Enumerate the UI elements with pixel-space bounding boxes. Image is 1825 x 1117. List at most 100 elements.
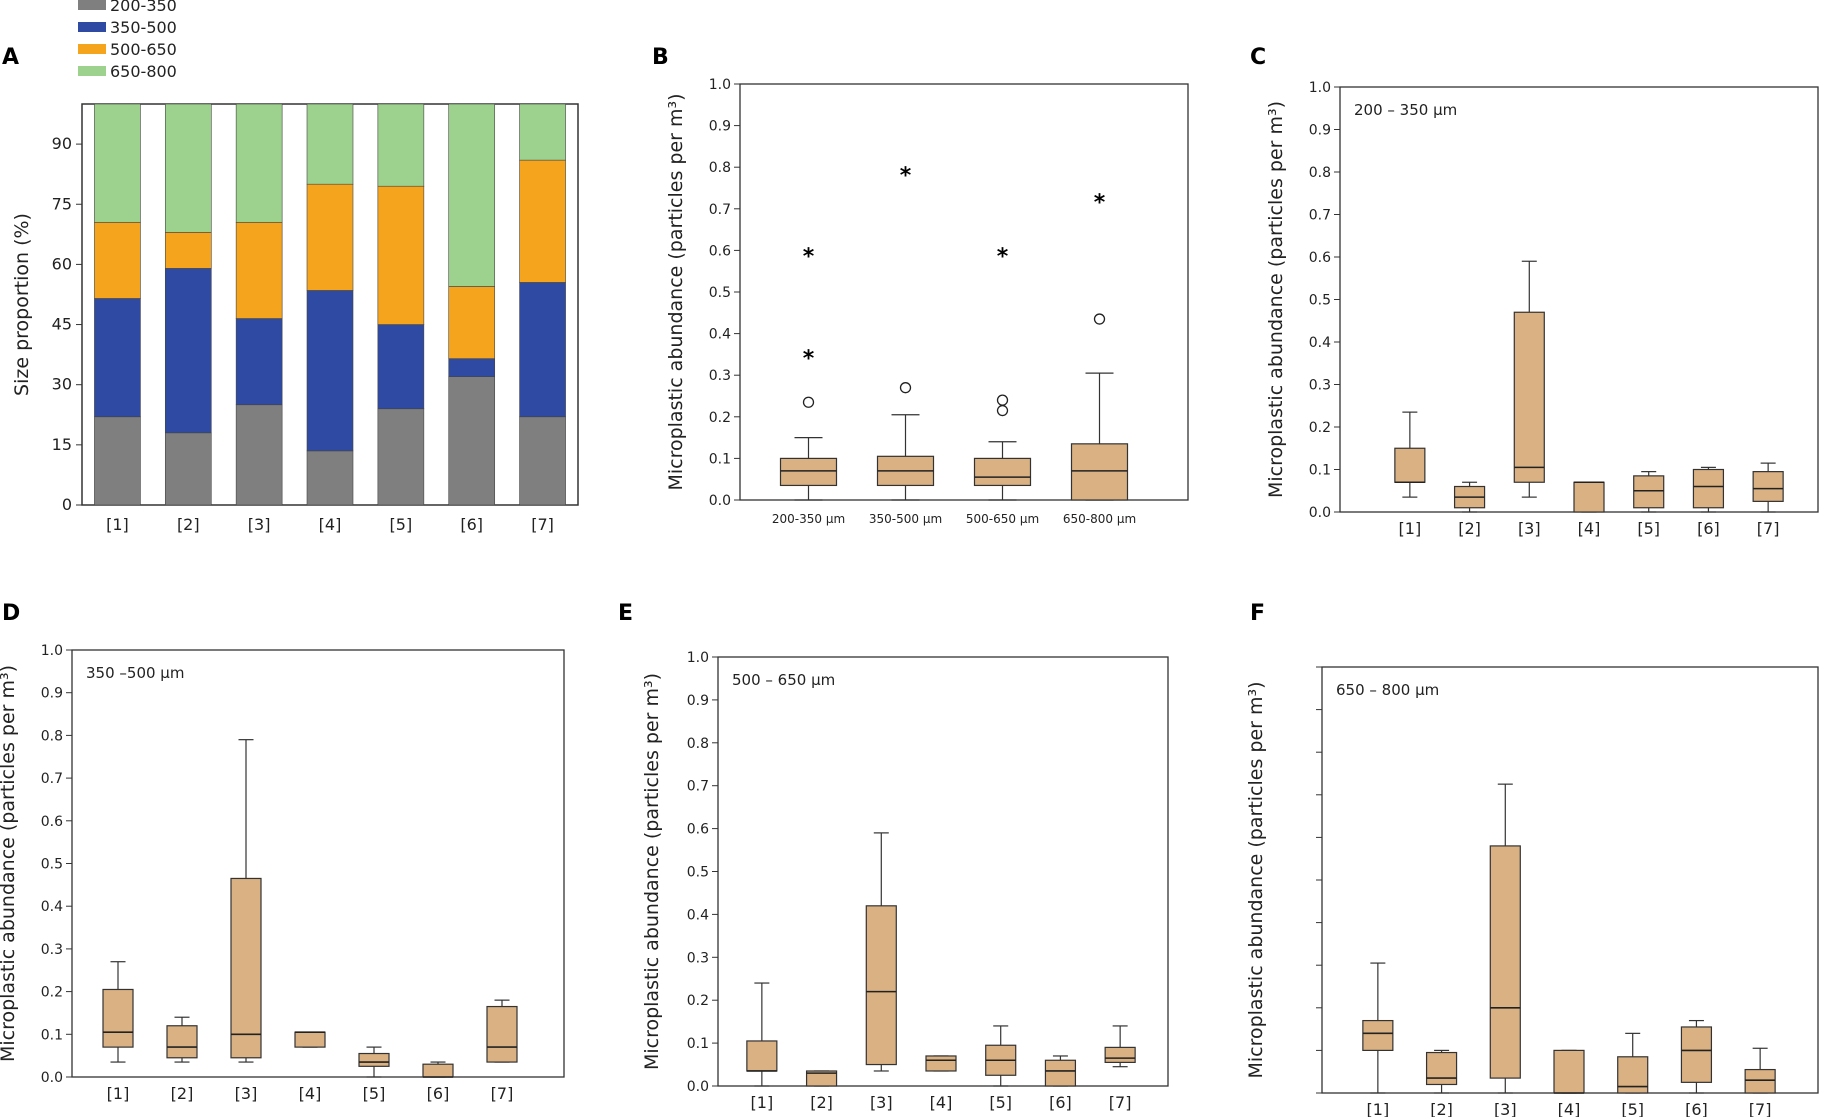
y-tick-label: 0.0 <box>1309 505 1331 521</box>
plot-frame <box>1339 86 1819 513</box>
iqr-box <box>294 1031 326 1048</box>
bar-segment <box>164 103 212 233</box>
x-tick-label: [1] <box>106 515 129 534</box>
x-tick-label: [6] <box>1697 519 1720 538</box>
bar-segment <box>235 318 283 406</box>
y-tick-label: 0.0 <box>709 493 731 509</box>
iqr-box <box>1489 845 1521 1079</box>
y-tick-label: 0.5 <box>709 285 731 301</box>
x-tick-label: [4] <box>1578 519 1601 538</box>
y-tick-label: 0.8 <box>1309 165 1331 181</box>
y-tick-label: 0.6 <box>709 243 731 259</box>
iqr-box <box>166 1025 198 1059</box>
iqr-box <box>1633 475 1665 509</box>
y-tick-label: 0.3 <box>1309 378 1331 394</box>
x-tick-label: [1] <box>1399 519 1422 538</box>
iqr-box <box>1573 481 1605 513</box>
plot-frame <box>71 649 565 1078</box>
y-tick-label: 45 <box>52 315 72 334</box>
y-axis-label: Microplastic abundance (particles per m³… <box>665 93 687 490</box>
x-tick-label: [3] <box>1518 519 1541 538</box>
y-tick-label: 0.9 <box>687 693 709 709</box>
y-tick-label: 0.2 <box>41 985 63 1001</box>
y-tick-label: 0.8 <box>687 736 709 752</box>
x-tick-label: [5] <box>363 1084 386 1103</box>
x-tick-label: [4] <box>1558 1100 1581 1117</box>
bar-segment <box>448 358 496 377</box>
x-tick-label: [3] <box>235 1084 258 1103</box>
extreme-marker: * <box>997 245 1009 270</box>
bar-segment <box>306 183 354 291</box>
x-tick-label: [6] <box>427 1084 450 1103</box>
bar-segment <box>306 290 354 452</box>
x-tick-label: 650-800 µm <box>1063 512 1136 526</box>
bar-segment <box>164 268 212 434</box>
bar-segment <box>235 103 283 223</box>
outlier-marker <box>1093 313 1106 325</box>
y-tick-label: 0.5 <box>687 865 709 881</box>
bar-segment <box>164 232 212 269</box>
y-tick-label: 0.2 <box>1309 420 1331 436</box>
x-tick-label: [2] <box>171 1084 194 1103</box>
x-tick-label: [5] <box>1637 519 1660 538</box>
bar-segment <box>235 404 283 506</box>
outlier-marker <box>802 396 815 408</box>
x-tick-label: [7] <box>1109 1093 1132 1112</box>
y-tick-label: 30 <box>52 375 72 394</box>
x-tick-label: [2] <box>1430 1100 1453 1117</box>
y-tick-label: 0.1 <box>687 1036 709 1052</box>
iqr-box <box>1752 471 1784 502</box>
y-tick-label: 0.3 <box>41 942 63 958</box>
iqr-box <box>779 457 838 487</box>
iqr-box <box>1044 1059 1077 1087</box>
x-tick-label: [6] <box>1049 1093 1072 1112</box>
bar-segment <box>94 103 141 223</box>
bar-segment <box>94 221 141 299</box>
y-tick-label: 0.3 <box>687 950 709 966</box>
iqr-box <box>925 1055 957 1072</box>
x-tick-label: [4] <box>930 1093 953 1112</box>
bar-segment <box>519 103 566 161</box>
legend-label: 500-650 <box>110 40 177 59</box>
x-tick-label: [2] <box>177 515 200 534</box>
bar-segment <box>377 185 425 325</box>
y-tick-label: 0.2 <box>709 410 731 426</box>
y-tick-label: 0.0 <box>687 1079 709 1095</box>
y-tick-label: 1.0 <box>687 650 709 666</box>
iqr-box <box>805 1070 838 1087</box>
y-tick-label: 0.9 <box>1309 123 1331 139</box>
y-tick-label: 60 <box>52 254 72 273</box>
y-tick-label: 0 <box>62 495 72 514</box>
y-tick-label: 0.9 <box>709 119 731 135</box>
iqr-box <box>1692 468 1725 509</box>
boxplot-chart-f: Microplastic abundance (particles per m³… <box>1245 666 1819 1117</box>
y-axis-label: Microplastic abundance (particles per m³… <box>1265 101 1287 498</box>
y-tick-label: 0.4 <box>709 327 731 343</box>
plot-frame <box>717 656 1169 1087</box>
legend-swatch <box>78 22 106 32</box>
y-tick-label: 90 <box>52 134 72 153</box>
y-tick-label: 0.7 <box>1309 208 1331 224</box>
extreme-marker: * <box>900 163 912 188</box>
bar-segment <box>448 103 496 287</box>
y-tick-label: 0.5 <box>1309 293 1331 309</box>
outlier-marker <box>996 394 1009 406</box>
y-tick-label: 0.6 <box>687 822 709 838</box>
x-tick-label: [3] <box>1494 1100 1517 1117</box>
plot-frame <box>739 83 1189 501</box>
x-tick-label: [4] <box>299 1084 322 1103</box>
x-tick-label: [7] <box>1749 1100 1772 1117</box>
boxplot-chart-b: 0.0 0.1 0.2 0.3 0.4 0.5 0.6 0.7 0.8 0.9 1.0 Micropl… <box>665 77 1189 526</box>
size-range-label: 350 –500 µm <box>86 664 184 682</box>
extreme-marker: * <box>1094 190 1106 215</box>
y-tick-label: 0.6 <box>1309 250 1331 266</box>
x-tick-label: [1] <box>107 1084 130 1103</box>
x-tick-label: [5] <box>1621 1100 1644 1117</box>
x-tick-label: [7] <box>1757 519 1780 538</box>
y-tick-label: 0.0 <box>41 1070 63 1086</box>
panel-label-c: C <box>1250 45 1266 70</box>
size-range-label: 650 – 800 µm <box>1336 681 1439 699</box>
y-tick-label: 1.0 <box>41 643 63 659</box>
iqr-box <box>1680 1026 1713 1083</box>
